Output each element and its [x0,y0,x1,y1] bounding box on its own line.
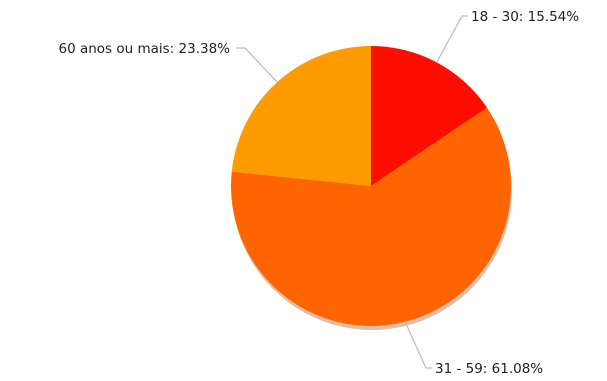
leader-31-59 [404,321,432,369]
leader-18-30 [436,15,468,63]
slice-31-59 [230,107,512,326]
slice-label-60-plus: 60 anos ou mais: 23.38% [58,41,230,57]
slice-labels: 18 - 30: 15.54% 31 - 59: 61.08% 60 anos … [58,9,579,377]
slice-label-31-59: 31 - 59: 61.08% [435,361,543,377]
pie-slices [230,46,512,326]
slice-60-plus [231,46,371,186]
slice-18-30 [371,46,487,186]
leader-60-plus [236,47,278,83]
label-leaders [236,15,468,369]
slice-label-18-30: 18 - 30: 15.54% [471,9,579,25]
